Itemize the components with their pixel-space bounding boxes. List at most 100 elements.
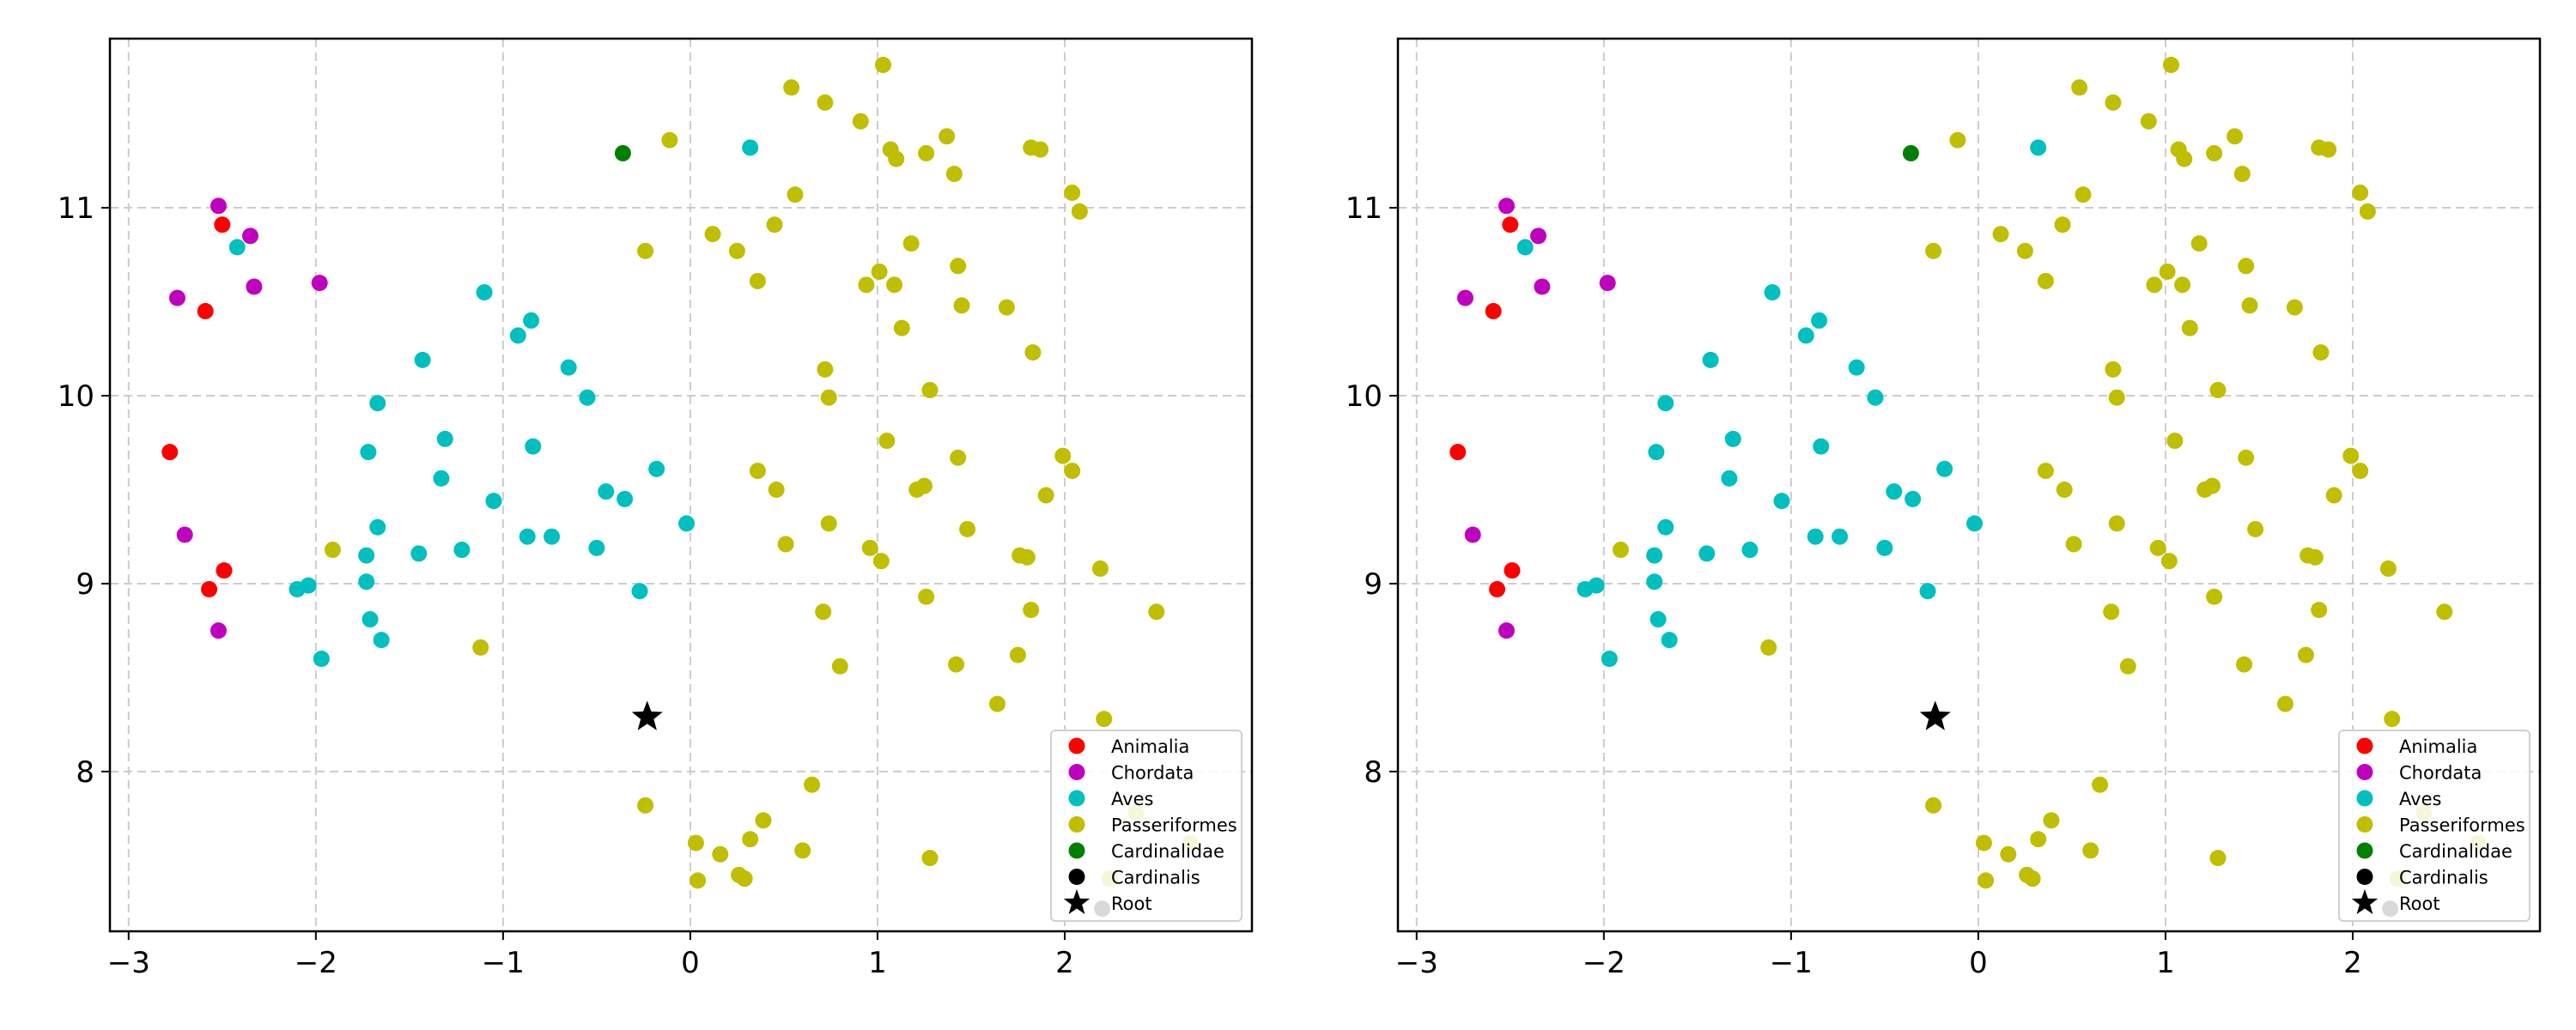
legend-label-passeriformes: Passeriformes	[1111, 815, 1237, 836]
point-aves-6	[1657, 395, 1674, 412]
point-passeriformes-60	[804, 776, 821, 793]
axes-frame	[108, 37, 1254, 933]
legend-marker-aves	[2356, 790, 2373, 807]
point-passeriformes-3	[2140, 112, 2157, 130]
point-passeriformes-13	[2352, 185, 2369, 202]
x-tick-label: 1	[2156, 946, 2175, 980]
x-tick-label: −1	[482, 946, 525, 980]
point-passeriformes-54	[1760, 639, 1777, 656]
legend-marker-animalia	[1068, 737, 1085, 754]
point-passeriformes-66	[2082, 842, 2099, 859]
axes-frame	[1396, 37, 2542, 933]
x-tick-label: 0	[681, 946, 700, 980]
point-passeriformes-32	[878, 433, 896, 450]
legend-marker-chordata	[2356, 764, 2373, 780]
point-aves-18	[1646, 547, 1663, 564]
point-passeriformes-34	[950, 449, 967, 466]
point-passeriformes-7	[888, 150, 905, 167]
point-passeriformes-56	[948, 656, 965, 673]
point-passeriformes-60	[2092, 776, 2109, 793]
point-animalia-0	[1502, 216, 1519, 233]
point-passeriformes-17	[1925, 242, 1942, 259]
point-passeriformes-63	[1975, 834, 1992, 851]
point-aves-9	[1724, 430, 1741, 447]
point-passeriformes-7	[2176, 150, 2193, 167]
point-aves-28	[361, 611, 379, 628]
x-tick-label: 0	[1969, 946, 1988, 980]
point-aves-5	[1848, 359, 1865, 376]
point-passeriformes-35	[1064, 463, 1081, 480]
point-passeriformes-35	[2352, 463, 2369, 480]
point-cardinalidae-0	[614, 145, 631, 162]
point-passeriformes-26	[2286, 299, 2303, 316]
point-chordata-5	[1464, 526, 1481, 543]
point-passeriformes-31	[2108, 389, 2125, 406]
point-aves-17	[1966, 515, 1984, 532]
point-aves-28	[1649, 611, 1667, 628]
point-aves-22	[1832, 528, 1849, 545]
point-aves-11	[1721, 470, 1738, 487]
point-passeriformes-31	[820, 389, 837, 406]
point-passeriformes-26	[998, 299, 1015, 316]
point-passeriformes-70	[1978, 872, 1995, 889]
point-aves-12	[648, 460, 665, 477]
point-passeriformes-49	[2379, 560, 2397, 577]
point-aves-1	[1764, 284, 1781, 301]
point-passeriformes-41	[2108, 515, 2125, 532]
point-chordata-2	[1534, 278, 1551, 295]
point-passeriformes-16	[704, 226, 721, 243]
legend-label-cardinalis: Cardinalis	[2399, 868, 2488, 888]
point-passeriformes-47	[2306, 548, 2324, 566]
x-tick-label: −1	[1770, 946, 1813, 980]
x-tick-label: 2	[2343, 946, 2362, 980]
root-star-point	[1919, 700, 1951, 730]
point-aves-16	[369, 518, 386, 536]
point-passeriformes-30	[2209, 381, 2227, 398]
point-passeriformes-37	[768, 481, 785, 498]
point-aves-14	[598, 483, 615, 500]
point-passeriformes-25	[953, 297, 970, 314]
point-passeriformes-16	[1992, 226, 2009, 243]
point-passeriformes-33	[1054, 447, 1072, 464]
point-animalia-3	[216, 562, 233, 579]
point-animalia-1	[1485, 302, 1502, 319]
point-passeriformes-23	[2146, 276, 2163, 294]
point-passeriformes-50	[918, 588, 935, 605]
point-passeriformes-15	[2054, 216, 2071, 233]
point-passeriformes-50	[2206, 588, 2223, 605]
point-aves-8	[1648, 444, 1665, 461]
point-passeriformes-27	[893, 319, 910, 336]
point-passeriformes-48	[324, 542, 341, 559]
y-tick-label: 10	[1346, 379, 1382, 414]
point-aves-8	[360, 444, 377, 461]
x-tick-label: 2	[1055, 946, 1074, 980]
point-chordata-5	[176, 526, 193, 543]
point-passeriformes-59	[2384, 711, 2401, 728]
root-star-point	[631, 700, 663, 730]
point-aves-4	[414, 351, 431, 368]
point-passeriformes-61	[637, 797, 654, 814]
chart-panel-1: −3 −2 −1 0 1 2 8 9 10 11 Animalia Chordata Aves Passe…	[58, 37, 1254, 980]
point-passeriformes-18	[2016, 242, 2033, 259]
point-passeriformes-39	[915, 477, 933, 494]
point-passeriformes-67	[2209, 850, 2227, 867]
point-passeriformes-10	[2320, 141, 2337, 158]
point-passeriformes-62	[2043, 812, 2060, 829]
legend-box	[1050, 730, 1242, 922]
point-passeriformes-0	[783, 79, 800, 96]
legend-marker-cardinalis	[1068, 869, 1085, 885]
point-aves-19	[1698, 545, 1716, 562]
point-chordata-6	[210, 622, 227, 639]
point-passeriformes-66	[794, 842, 811, 859]
point-chordata-0	[210, 197, 227, 215]
x-tick-label: −2	[295, 946, 337, 980]
legend-label-aves: Aves	[1111, 789, 1153, 809]
point-passeriformes-4	[939, 128, 956, 145]
point-passeriformes-58	[2276, 695, 2293, 712]
point-passeriformes-64	[2030, 831, 2047, 848]
point-aves-13	[485, 493, 502, 510]
point-passeriformes-5	[1949, 131, 1966, 148]
point-passeriformes-28	[1024, 344, 1042, 361]
point-passeriformes-67	[921, 850, 939, 867]
